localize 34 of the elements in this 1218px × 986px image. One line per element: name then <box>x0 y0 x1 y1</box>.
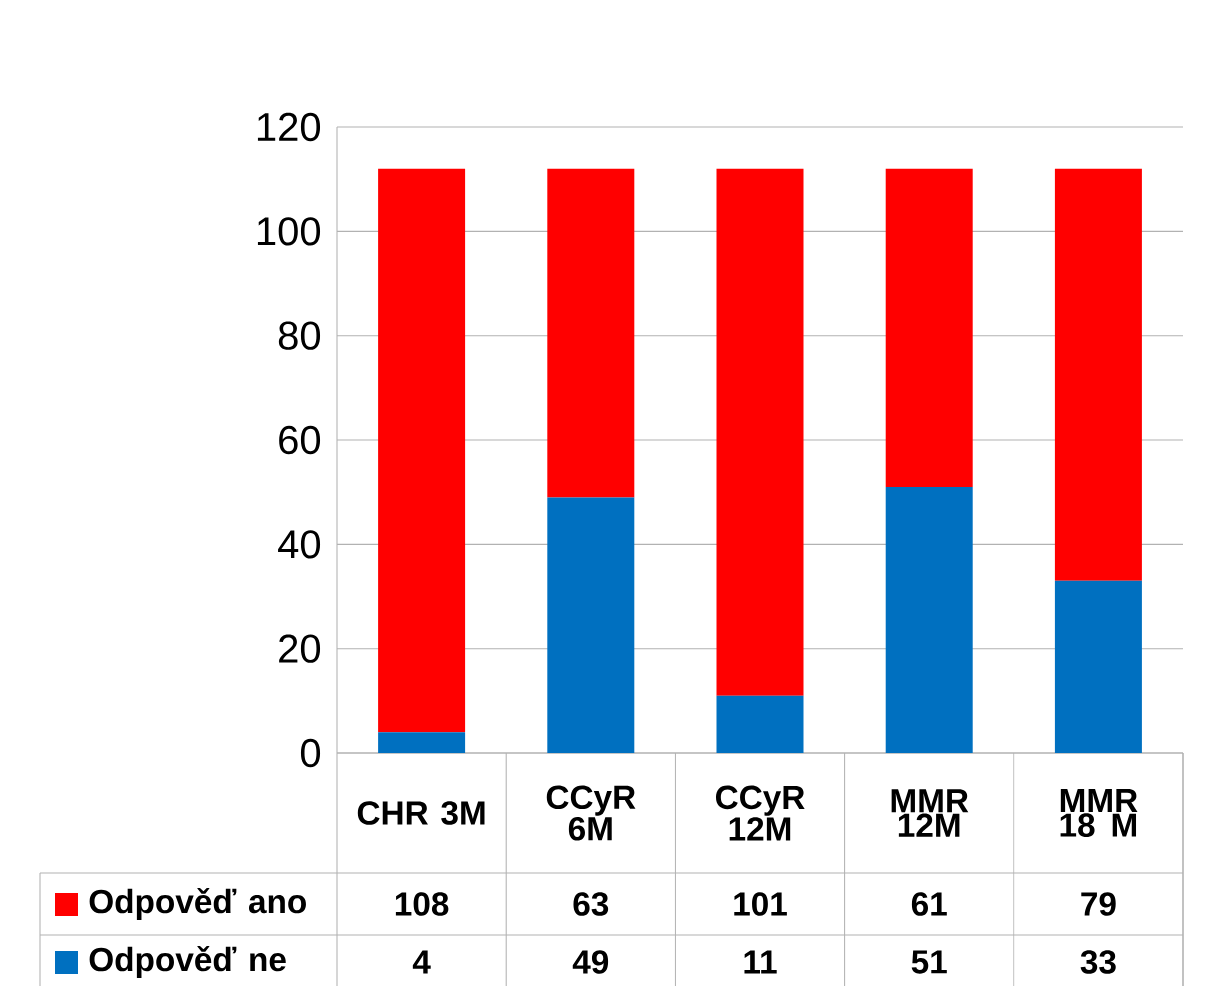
data-label: 101 <box>734 892 787 916</box>
data-label: 61 <box>911 892 947 916</box>
y-tick-label: 120 <box>257 112 321 142</box>
bar <box>885 168 973 487</box>
bar <box>1054 580 1142 754</box>
data-label: 49 <box>572 950 609 974</box>
data-label: 51 <box>911 950 947 974</box>
data-label: 79 <box>1081 892 1116 916</box>
x-tick-label: CHR 3M <box>357 801 485 825</box>
data-label: 63 <box>573 892 609 916</box>
bar <box>885 486 973 754</box>
data-label: 33 <box>1080 950 1116 974</box>
bar <box>716 695 804 754</box>
legend-label: Odpověď ano <box>89 888 306 920</box>
bar <box>378 168 466 733</box>
x-tick-label: MMR 12M <box>891 789 969 837</box>
data-label: 11 <box>744 950 777 974</box>
y-tick-label: 20 <box>279 634 321 663</box>
y-tick-label: 100 <box>257 217 321 246</box>
legend-label: Odpověď ne <box>89 946 286 978</box>
y-tick-label: 40 <box>278 530 321 559</box>
bar <box>547 497 635 754</box>
y-tick-label: 60 <box>279 425 321 455</box>
bar <box>378 732 466 754</box>
y-tick-label: 80 <box>278 321 321 350</box>
data-label: 108 <box>395 892 449 916</box>
bar <box>716 168 804 696</box>
x-tick-label: CCyR 12M <box>715 785 805 841</box>
y-tick-label: 0 <box>300 738 321 768</box>
bar <box>1054 168 1142 581</box>
bar <box>547 168 635 498</box>
x-tick-label: MMR 18 M <box>1060 789 1138 837</box>
x-tick-label: CCyR 6M <box>546 785 636 841</box>
data-label: 4 <box>412 950 431 974</box>
